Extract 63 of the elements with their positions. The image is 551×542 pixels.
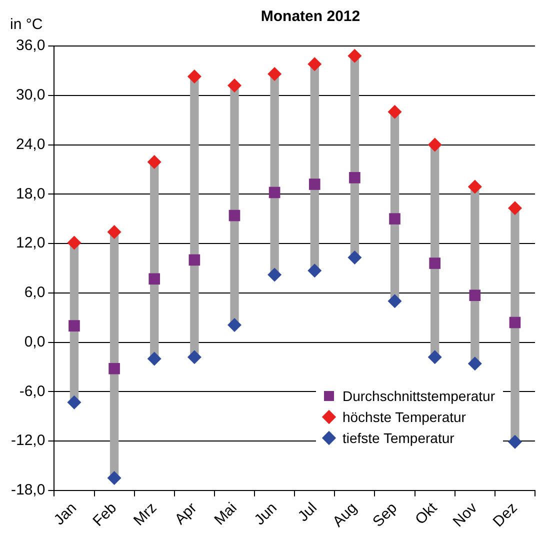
- y-tick-label: 6,0: [24, 284, 46, 302]
- point: [67, 395, 82, 410]
- x-tick-label: Jun: [251, 500, 280, 529]
- point: [268, 66, 282, 81]
- x-tick-label: Nov: [450, 499, 481, 530]
- point: [147, 352, 162, 366]
- y-tick-label: 30,0: [16, 86, 46, 104]
- point: [188, 254, 200, 266]
- y-tick-label: 18,0: [16, 185, 46, 202]
- x-tick-label: Apr: [172, 499, 200, 528]
- point: [388, 104, 402, 119]
- point: [349, 172, 360, 184]
- point: [389, 213, 400, 224]
- point: [509, 316, 521, 328]
- x-tick-label: Mai: [211, 500, 240, 529]
- point: [388, 294, 402, 308]
- y-tick-label: 0,0: [24, 333, 46, 350]
- point: [508, 434, 522, 449]
- point: [308, 57, 322, 72]
- point: [107, 471, 122, 486]
- x-tick-label: Mrz: [130, 500, 160, 530]
- point: [228, 210, 240, 222]
- point: [308, 178, 320, 190]
- point: [108, 362, 120, 374]
- x-tick-label: Jan: [50, 500, 80, 529]
- x-tick-label: Sep: [370, 500, 401, 530]
- point: [227, 78, 242, 92]
- point: [469, 290, 481, 302]
- point: [428, 138, 442, 152]
- point: [67, 236, 82, 250]
- point: [68, 320, 80, 332]
- chart-title: Monaten 2012: [260, 8, 362, 25]
- point: [268, 186, 280, 198]
- point: [468, 180, 482, 194]
- legend-label: höchste Temperatur: [342, 408, 466, 424]
- y-tick-label: -6,0: [19, 382, 46, 400]
- y-tick-label: -18,0: [10, 482, 46, 499]
- point: [147, 155, 162, 170]
- point: [308, 264, 322, 278]
- point: [348, 250, 362, 264]
- y-tick-label: 24,0: [16, 136, 46, 153]
- point: [148, 273, 160, 285]
- point: [268, 268, 282, 282]
- legend-label: Durchschnittstemperatur: [342, 388, 495, 404]
- point: [508, 201, 522, 216]
- y-axis-title: in °C: [10, 16, 43, 33]
- x-tick-label: Jul: [294, 500, 320, 526]
- point: [348, 48, 362, 63]
- y-tick-label: -12,0: [10, 432, 46, 450]
- x-tick-label: Feb: [90, 500, 120, 530]
- point: [107, 224, 122, 239]
- point: [468, 356, 482, 371]
- point: [428, 350, 442, 364]
- y-tick-label: 12,0: [16, 234, 46, 252]
- legend-label: tiefste Temperatur: [342, 430, 454, 446]
- x-tick-label: Okt: [412, 498, 442, 528]
- point: [227, 318, 242, 332]
- x-tick-label: Dez: [490, 500, 521, 530]
- y-tick-label: 36,0: [16, 37, 46, 54]
- x-tick-label: Aug: [330, 500, 360, 530]
- point: [187, 69, 202, 84]
- point: [429, 258, 440, 269]
- point: [187, 350, 202, 364]
